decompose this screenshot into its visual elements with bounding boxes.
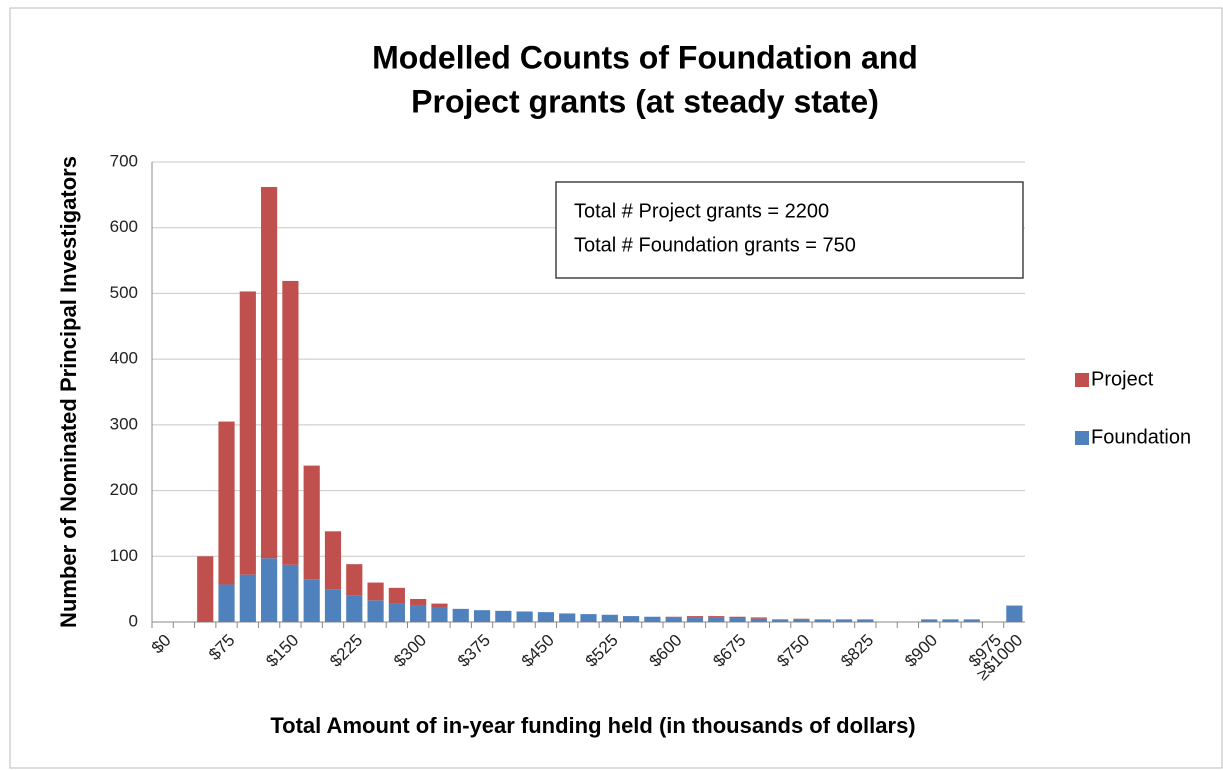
bar-segment xyxy=(750,618,767,622)
bar-segment xyxy=(921,619,938,622)
chart-title: Modelled Counts of Foundation and xyxy=(372,39,918,75)
x-tick-label: $450 xyxy=(518,631,558,671)
bar-segment xyxy=(239,291,256,575)
x-axis-label: Total Amount of in-year funding held (in… xyxy=(270,713,915,738)
x-tick-label: $150 xyxy=(262,631,302,671)
bar-segment xyxy=(750,617,767,619)
bar-segment xyxy=(622,616,640,622)
x-tick-label: $750 xyxy=(773,631,813,671)
bar-segment xyxy=(346,564,363,596)
bar-segment xyxy=(303,465,320,580)
bar-segment xyxy=(261,558,278,622)
bar-segment xyxy=(324,531,342,590)
bar-segment xyxy=(814,619,831,622)
x-tick-label: $225 xyxy=(326,631,366,671)
y-tick-label: 100 xyxy=(110,546,138,565)
x-tick-label: $0 xyxy=(148,631,175,658)
x-tick-label: $900 xyxy=(901,631,941,671)
x-tick-label: $300 xyxy=(390,631,430,671)
bar-segment xyxy=(218,584,235,622)
legend-label: Project xyxy=(1091,368,1154,390)
bar-segment xyxy=(580,614,597,622)
y-axis-label: Number of Nominated Principal Investigat… xyxy=(56,156,81,628)
legend-swatch xyxy=(1075,431,1089,445)
y-tick-label: 400 xyxy=(110,349,138,368)
annotation-box xyxy=(555,181,1024,279)
bar-segment xyxy=(282,564,299,622)
x-tick-label: $600 xyxy=(645,631,685,671)
frame xyxy=(9,7,1223,769)
x-tick-label: $525 xyxy=(582,631,622,671)
bar-segment xyxy=(708,617,725,622)
chart-title: Project grants (at steady state) xyxy=(411,83,879,119)
bar-segment xyxy=(857,619,874,622)
bar-segment xyxy=(239,574,256,622)
bar-segment xyxy=(708,616,725,618)
y-tick-label: 600 xyxy=(110,217,138,236)
bar-segment xyxy=(559,613,576,622)
bar-segment xyxy=(516,611,533,622)
bar-segment xyxy=(1006,605,1023,622)
bar-segment xyxy=(367,600,384,622)
bar-segment xyxy=(473,610,491,622)
legend-swatch xyxy=(1075,373,1089,387)
x-tick-label: $825 xyxy=(837,631,877,671)
bar-segment xyxy=(601,614,618,622)
y-tick-label: 500 xyxy=(110,283,138,302)
bar-segment xyxy=(410,605,427,622)
bar-segment xyxy=(665,617,682,622)
bar-segment xyxy=(346,595,363,622)
bar-segment xyxy=(197,556,214,622)
y-tick-label: 300 xyxy=(110,414,138,433)
y-tick-label: 0 xyxy=(129,611,138,630)
bar-segment xyxy=(324,589,342,622)
annotation: Total # Foundation grants = 750 xyxy=(574,234,856,256)
bar-segment xyxy=(772,620,789,622)
bar-segment xyxy=(388,603,405,622)
bar-segment xyxy=(218,421,235,585)
bar-segment xyxy=(495,610,512,622)
bar-segment xyxy=(686,617,704,622)
bar-segment xyxy=(793,619,810,622)
x-tick-label: $75 xyxy=(205,631,238,664)
bar-segment xyxy=(665,616,682,618)
bar-segment xyxy=(367,582,384,601)
bar-segment xyxy=(388,587,405,604)
bar-segment xyxy=(686,616,704,618)
annotation: Total # Project grants = 2200 xyxy=(574,200,829,222)
bar-segment xyxy=(261,186,278,559)
bar-segment xyxy=(303,579,320,622)
bar-segment xyxy=(644,616,661,622)
bar-segment xyxy=(282,280,299,565)
bar-segment xyxy=(431,607,448,622)
x-tick-label: $675 xyxy=(709,631,749,671)
bar-segment xyxy=(793,618,810,620)
y-tick-label: 200 xyxy=(110,480,138,499)
bar-segment xyxy=(729,618,746,622)
bar-segment xyxy=(452,608,469,622)
legend-label: Foundation xyxy=(1091,426,1191,448)
bar-segment xyxy=(537,612,555,622)
bar-segment xyxy=(772,619,789,621)
x-tick-label: $375 xyxy=(454,631,494,671)
bar-segment xyxy=(410,599,427,606)
bar-segment xyxy=(963,619,980,622)
bar-segment xyxy=(835,619,853,622)
y-tick-label: 700 xyxy=(110,151,138,170)
bar-segment xyxy=(729,616,746,619)
bar-segment xyxy=(431,603,448,608)
bar-segment xyxy=(942,619,959,622)
